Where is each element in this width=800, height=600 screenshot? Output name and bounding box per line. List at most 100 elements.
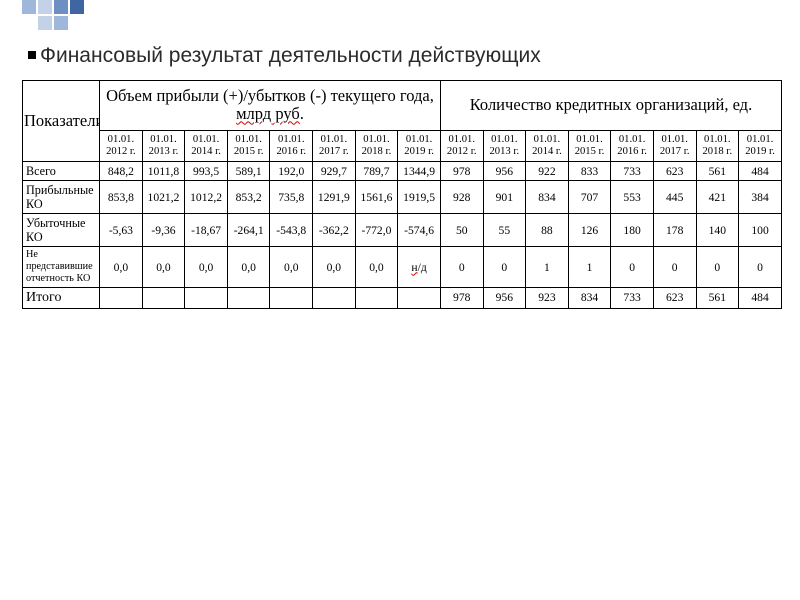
header-year: 01.01. 2016 г.: [611, 130, 654, 161]
cell-value: н/д: [398, 247, 441, 287]
table-row: Итого978956923834733623561484: [23, 287, 782, 308]
cell-value: 733: [611, 287, 654, 308]
cell-value: 0: [440, 247, 483, 287]
cell-value: 140: [696, 214, 739, 247]
header-group-count: Количество кредитных организаций, ед.: [440, 81, 781, 131]
cell-value: 1291,9: [313, 181, 356, 214]
cell-value: [100, 287, 143, 308]
cell-value: 929,7: [313, 162, 356, 181]
cell-value: 0,0: [355, 247, 398, 287]
cell-value: 956: [483, 162, 526, 181]
header-year: 01.01. 2018 г.: [355, 130, 398, 161]
header-year: 01.01. 2016 г.: [270, 130, 313, 161]
table-row: Прибыльные КО853,81021,21012,2853,2735,8…: [23, 181, 782, 214]
cell-value: 1011,8: [142, 162, 185, 181]
cell-value: 956: [483, 287, 526, 308]
cell-value: 1: [568, 247, 611, 287]
deco-grid: [22, 0, 84, 28]
financial-table: Показатели Объем прибыли (+)/убытков (-)…: [22, 80, 782, 309]
cell-value: 1344,9: [398, 162, 441, 181]
title-bullet-icon: [28, 51, 36, 59]
header-year: 01.01. 2013 г.: [142, 130, 185, 161]
row-label: Убыточные КО: [23, 214, 100, 247]
cell-value: [270, 287, 313, 308]
header-year: 01.01. 2014 г.: [185, 130, 228, 161]
cell-value: 0: [653, 247, 696, 287]
cell-value: [142, 287, 185, 308]
cell-value: 553: [611, 181, 654, 214]
cell-value: 445: [653, 181, 696, 214]
table-row: Всего848,21011,8993,5589,1192,0929,7789,…: [23, 162, 782, 181]
cell-value: 1012,2: [185, 181, 228, 214]
cell-value: -18,67: [185, 214, 228, 247]
cell-value: 1919,5: [398, 181, 441, 214]
row-label: Не представившие отчетность КО: [23, 247, 100, 287]
cell-value: 834: [526, 181, 569, 214]
cell-value: 50: [440, 214, 483, 247]
cell-value: 735,8: [270, 181, 313, 214]
slide: Финансовый результат деятельности действ…: [0, 0, 800, 600]
title-text: Финансовый результат деятельности действ…: [40, 44, 541, 67]
cell-value: 561: [696, 287, 739, 308]
cell-value: 922: [526, 162, 569, 181]
cell-value: 178: [653, 214, 696, 247]
header-year: 01.01. 2014 г.: [526, 130, 569, 161]
cell-value: [227, 287, 270, 308]
cell-value: [313, 287, 356, 308]
cell-value: 0,0: [313, 247, 356, 287]
cell-value: 978: [440, 162, 483, 181]
cell-value: 126: [568, 214, 611, 247]
header-group-profit: Объем прибыли (+)/убытков (-) текущего г…: [100, 81, 441, 131]
cell-value: 0: [739, 247, 782, 287]
header-year: 01.01. 2019 г.: [739, 130, 782, 161]
table-body: Всего848,21011,8993,5589,1192,0929,7789,…: [23, 162, 782, 308]
cell-value: 484: [739, 162, 782, 181]
cell-value: 561: [696, 162, 739, 181]
header-row-years: 01.01. 2012 г.01.01. 2013 г.01.01. 2014 …: [23, 130, 782, 161]
header-year: 01.01. 2012 г.: [100, 130, 143, 161]
row-label: Итого: [23, 287, 100, 308]
slide-title: Финансовый результат деятельности действ…: [22, 42, 778, 69]
cell-value: 0,0: [142, 247, 185, 287]
cell-value: 853,8: [100, 181, 143, 214]
cell-value: [185, 287, 228, 308]
cell-value: 623: [653, 162, 696, 181]
cell-value: 623: [653, 287, 696, 308]
cell-value: 0,0: [185, 247, 228, 287]
cell-value: 834: [568, 287, 611, 308]
row-label: Прибыльные КО: [23, 181, 100, 214]
table-row: Убыточные КО-5,63-9,36-18,67-264,1-543,8…: [23, 214, 782, 247]
cell-value: 853,2: [227, 181, 270, 214]
cell-value: 1561,6: [355, 181, 398, 214]
cell-value: 901: [483, 181, 526, 214]
cell-value: -9,36: [142, 214, 185, 247]
row-label: Всего: [23, 162, 100, 181]
cell-value: 789,7: [355, 162, 398, 181]
cell-value: 180: [611, 214, 654, 247]
cell-value: 100: [739, 214, 782, 247]
cell-value: 0: [696, 247, 739, 287]
cell-value: -772,0: [355, 214, 398, 247]
cell-value: [398, 287, 441, 308]
cell-value: 928: [440, 181, 483, 214]
header-year: 01.01. 2017 г.: [653, 130, 696, 161]
cell-value: 0,0: [270, 247, 313, 287]
cell-value: -5,63: [100, 214, 143, 247]
cell-value: 1: [526, 247, 569, 287]
header-year: 01.01. 2015 г.: [568, 130, 611, 161]
cell-value: -543,8: [270, 214, 313, 247]
cell-value: 833: [568, 162, 611, 181]
cell-value: 55: [483, 214, 526, 247]
cell-value: 978: [440, 287, 483, 308]
cell-value: 421: [696, 181, 739, 214]
header-indicators: Показатели: [23, 81, 100, 162]
cell-value: 707: [568, 181, 611, 214]
cell-value: 733: [611, 162, 654, 181]
cell-value: 0,0: [227, 247, 270, 287]
cell-value: 88: [526, 214, 569, 247]
cell-value: 384: [739, 181, 782, 214]
header-year: 01.01. 2017 г.: [313, 130, 356, 161]
header-row-groups: Показатели Объем прибыли (+)/убытков (-)…: [23, 81, 782, 131]
cell-value: 1021,2: [142, 181, 185, 214]
cell-value: [355, 287, 398, 308]
